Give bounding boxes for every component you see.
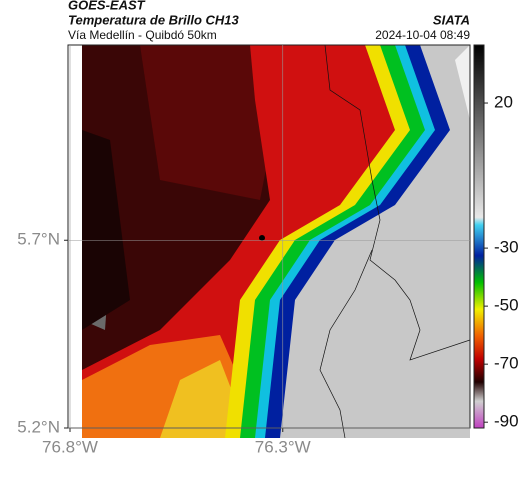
source: SIATA <box>433 12 470 27</box>
colorbar-tick-label: -30 <box>494 238 519 257</box>
site-marker <box>259 235 265 241</box>
colorbar-tick-label: -50 <box>494 296 519 315</box>
x-tick-label: 76.3°W <box>255 437 311 456</box>
title: GOES-EAST <box>68 0 146 12</box>
location: Vía Medellín - Quibdó 50km <box>68 28 217 42</box>
timestamp: 2024-10-04 08:49 <box>375 28 470 42</box>
dark-red <box>140 45 290 200</box>
gray-patch <box>455 45 470 120</box>
boundary <box>319 249 373 438</box>
colorbar-tick-label: 20 <box>494 93 513 112</box>
dark-patch <box>82 130 130 330</box>
x-tick-label: 76.8°W <box>42 437 98 456</box>
y-tick-label: 5.7°N <box>17 230 60 249</box>
subtitle: Temperatura de Brillo CH13 <box>68 12 240 27</box>
colorbar-tick-label: -90 <box>494 412 519 431</box>
y-tick-label: 5.2°N <box>17 417 60 436</box>
colorbar <box>473 44 485 429</box>
boundary <box>324 45 470 361</box>
colorbar-tick-label: -70 <box>494 354 519 373</box>
brightness-image <box>68 45 470 438</box>
